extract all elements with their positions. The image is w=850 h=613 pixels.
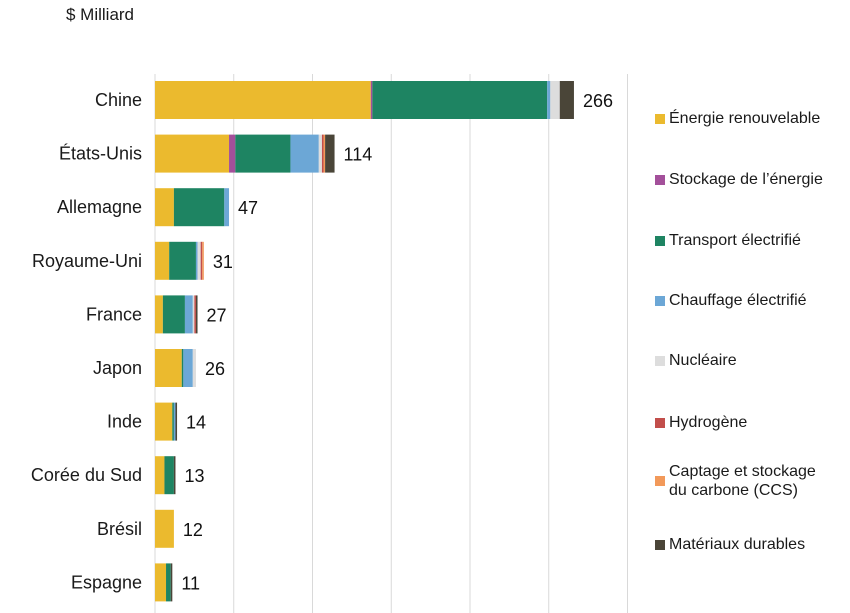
total-label: 114 [344,145,373,165]
bar-segment [229,134,236,173]
bar-segment [372,81,548,119]
legend-label: Nucléaire [669,352,737,369]
legend-label: Stockage de l’énergie [669,171,823,188]
legend-swatch [655,235,665,246]
bar-segment [318,134,322,173]
bar-segment [290,134,319,173]
legend-swatch [655,539,665,550]
bar-segment [195,295,198,334]
legend-item: Matériaux durables [655,535,805,554]
legend-item: Captage et stockage du carbone (CCS) [655,462,816,500]
bar-segment [202,241,204,280]
category-label: Brésil [97,519,142,539]
bar-segment [155,241,170,280]
bar-segment [173,188,225,227]
unit-label: $ Milliard [66,5,135,24]
bar-segment [321,134,324,173]
legend-swatch [655,295,665,306]
bar-segment [155,349,182,387]
legend-item: Énergie renouvelable [655,109,820,128]
bar-segment [155,188,174,227]
bar-segment [155,81,371,119]
bar-segment [370,81,373,119]
bar-segment [181,349,184,387]
bar-segment [550,81,560,119]
legend-item: Hydrogène [655,413,747,432]
bar-segment [197,241,201,280]
bar-segment [172,402,174,441]
bar-segment [547,81,551,119]
category-label: Japon [93,358,142,378]
bar-segment [173,456,176,495]
total-label: 13 [184,466,204,486]
legend-swatch [655,355,665,366]
legend-swatch [655,113,665,124]
category-label: Royaume-Uni [32,251,142,271]
legend-swatch [655,417,665,428]
legend-swatch [655,174,665,185]
total-label: 11 [181,573,200,593]
bar-segment [323,134,326,173]
total-label: 31 [213,252,233,272]
bar-segment [155,134,230,173]
category-label: Espagne [71,572,142,592]
legend-item: Chauffage électrifié [655,291,807,310]
bar-segment [175,402,178,441]
bar-segment [166,563,171,602]
bar-segment [173,402,176,441]
category-label: Inde [107,412,142,432]
bar-segment [195,241,198,280]
bar-segment [162,295,185,334]
bar-segment [169,241,196,280]
legend-label: Matériaux durables [669,536,806,553]
category-label: Allemagne [57,197,142,217]
legend: Énergie renouvelable Stockage de l’énergi… [655,0,850,613]
category-label: Chine [95,90,142,110]
total-label: 266 [583,91,613,111]
total-label: 26 [205,359,225,379]
category-label: Corée du Sud [31,465,142,485]
category-label: France [86,304,142,324]
bar-segment [183,349,193,387]
total-label: 14 [186,413,206,433]
total-label: 47 [238,198,258,218]
bar-segment [155,402,173,441]
bar-segment [194,295,196,334]
bar-segment [200,241,203,280]
bar-segment [155,563,167,602]
bar-segment [164,456,174,495]
bar-segment [235,134,291,173]
legend-label: Captage et stockage du carbone (CCS) [669,463,816,499]
legend-swatch [655,476,665,486]
bar-segment [192,349,196,387]
legend-item: Stockage de l’énergie [655,170,823,189]
bar-segment [155,295,163,334]
total-label: 27 [207,305,227,325]
bar-segment [155,456,165,495]
total-label: 12 [183,520,203,540]
legend-label: Hydrogène [669,414,748,431]
bar-segment [224,188,230,227]
legend-label: Énergie renouvelable [669,110,821,127]
bar-segment [170,563,173,602]
legend-item: Transport électrifié [655,231,801,250]
legend-item: Nucléaire [655,351,737,370]
bar-segment [325,134,335,173]
category-label: États-Unis [59,144,142,164]
legend-label: Transport électrifié [669,232,801,249]
bar-segment [559,81,574,119]
bar-segment [192,295,195,334]
legend-label: Chauffage électrifié [669,292,807,309]
bar-segment [155,509,174,548]
bar-segment [184,295,193,334]
